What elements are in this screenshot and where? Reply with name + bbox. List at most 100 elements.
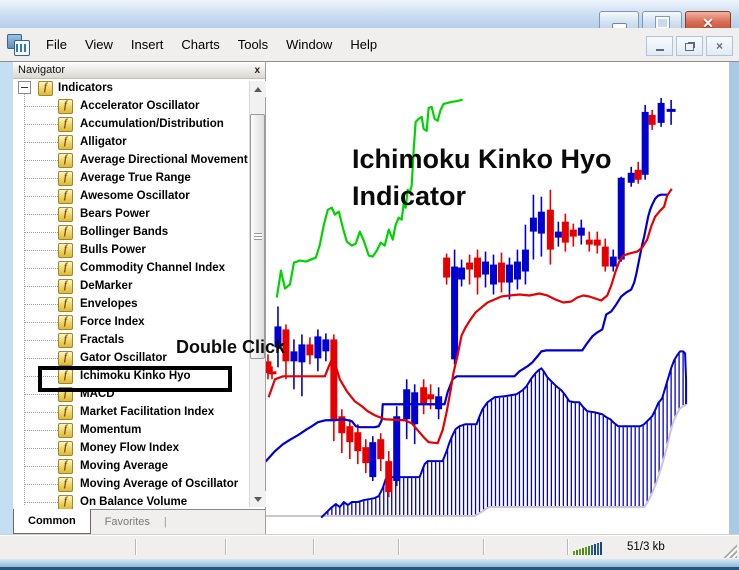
tree-branch-line	[24, 178, 58, 179]
tree-root-label[interactable]: Indicators	[58, 82, 113, 94]
tree-item-label: Envelopes	[80, 298, 138, 310]
indicator-f-icon: f	[58, 243, 73, 258]
tree-collapse-icon[interactable]	[18, 81, 31, 94]
tree-item-label: Market Facilitation Index	[80, 406, 215, 418]
tree-branch-line	[24, 142, 58, 143]
navigator-title: Navigator	[18, 64, 66, 76]
tree-item-accumulation-distribution[interactable]: f Accumulation/Distribution	[13, 115, 249, 133]
tree-item-market-facilitation-index[interactable]: f Market Facilitation Index	[13, 403, 249, 421]
tree-item-label: Fractals	[80, 334, 125, 346]
indicator-tree: f Indicators f Accelerator Oscillator f Accum…	[13, 79, 249, 510]
scrollbar-thumb[interactable]	[250, 114, 265, 359]
status-bar: 51/3 kb	[0, 534, 739, 560]
menu-item-insert[interactable]: Insert	[130, 37, 164, 52]
tab-favorites[interactable]: Favorites	[91, 510, 164, 534]
tree-branch-line	[24, 160, 58, 161]
tree-branch-line	[24, 466, 58, 467]
tab-common-label: Common	[28, 515, 76, 527]
menu-item-view[interactable]: View	[84, 37, 113, 52]
tree-item-average-true-range[interactable]: f Average True Range	[13, 169, 249, 187]
tree-branch-line	[24, 124, 58, 125]
tree-item-awesome-oscillator[interactable]: f Awesome Oscillator	[13, 187, 249, 205]
tree-branch-line	[24, 322, 58, 323]
menu-item-charts[interactable]: Charts	[181, 37, 220, 52]
mdi-window-controls: ×	[646, 36, 733, 56]
mdi-restore-icon	[685, 43, 694, 51]
tree-item-money-flow-index[interactable]: f Money Flow Index	[13, 439, 249, 457]
chart-area[interactable]	[266, 62, 729, 534]
tree-item-demarker[interactable]: f DeMarker	[13, 277, 249, 295]
indicator-f-icon: f	[58, 189, 73, 204]
tree-branch-line	[24, 430, 58, 431]
indicator-f-icon: f	[58, 225, 73, 240]
tree-branch-line	[24, 484, 58, 485]
tree-item-commodity-channel-index[interactable]: f Commodity Channel Index	[13, 259, 249, 277]
tree-item-gator-oscillator[interactable]: f Gator Oscillator	[13, 349, 249, 367]
tab-common[interactable]: Common	[13, 509, 91, 534]
tree-item-ichimoku-kinko-hyo[interactable]: f Ichimoku Kinko Hyo	[13, 367, 249, 385]
traffic-counter: 51/3 kb	[627, 541, 665, 553]
tree-branch-line	[24, 232, 58, 233]
tree-item-indicators[interactable]: f Indicators	[13, 79, 249, 97]
tree-item-envelopes[interactable]: f Envelopes	[13, 295, 249, 313]
connection-signal-icon	[573, 542, 602, 555]
titlebar[interactable]: ✕	[0, 0, 739, 34]
scroll-up-button[interactable]	[250, 81, 266, 97]
tree-item-bulls-power[interactable]: f Bulls Power	[13, 241, 249, 259]
tree-item-moving-average-of-oscillator[interactable]: f Moving Average of Oscillator	[13, 475, 249, 493]
tree-item-label: Moving Average	[80, 460, 168, 472]
window-bottom-border	[0, 559, 739, 570]
tree-item-label: On Balance Volume	[80, 496, 188, 508]
tree-item-bears-power[interactable]: f Bears Power	[13, 205, 249, 223]
mdi-restore-button[interactable]	[676, 36, 703, 56]
status-divider	[483, 539, 484, 555]
resize-grip[interactable]	[723, 544, 737, 558]
tree-item-label: Moving Average of Oscillator	[80, 478, 239, 490]
tree-item-label: Gator Oscillator	[80, 352, 167, 364]
arrow-up-icon	[254, 86, 262, 92]
tree-item-fractals[interactable]: f Fractals	[13, 331, 249, 349]
navigator-tabs: Common Favorites |	[13, 509, 265, 534]
tree-item-label: Commodity Channel Index	[80, 262, 226, 274]
tree-item-label: Average Directional Movement	[80, 154, 248, 166]
tree-branch-line	[24, 340, 58, 341]
chart-annotation-line1: Ichimoku Kinko Hyo	[352, 144, 612, 174]
tree-item-label: Awesome Oscillator	[80, 190, 190, 202]
tree-item-label: Money Flow Index	[80, 442, 180, 454]
tree-item-bollinger-bands[interactable]: f Bollinger Bands	[13, 223, 249, 241]
menu-item-file[interactable]: File	[46, 37, 67, 52]
scroll-down-button[interactable]	[250, 491, 266, 507]
tree-item-force-index[interactable]: f Force Index	[13, 313, 249, 331]
tree-item-label: Force Index	[80, 316, 145, 328]
tree-branch-line	[24, 394, 58, 395]
tree-branch-line	[24, 268, 58, 269]
mt4-logo-icon	[7, 33, 31, 56]
tree-branch-line	[24, 358, 58, 359]
status-divider	[135, 539, 136, 555]
tree-item-accelerator-oscillator[interactable]: f Accelerator Oscillator	[13, 97, 249, 115]
indicator-f-icon: f	[58, 315, 73, 330]
tree-item-average-directional-movement[interactable]: f Average Directional Movement	[13, 151, 249, 169]
mdi-minimize-button[interactable]	[646, 36, 673, 56]
close-icon: ✕	[702, 14, 714, 31]
tree-branch-line	[24, 412, 58, 413]
menu-item-tools[interactable]: Tools	[237, 37, 269, 52]
navigator-close-icon[interactable]: x	[254, 64, 260, 76]
mdi-close-button[interactable]: ×	[706, 36, 733, 56]
menu-item-help[interactable]: Help	[350, 37, 378, 52]
tab-separator: |	[163, 516, 167, 528]
tree-item-label: DeMarker	[80, 280, 133, 292]
status-divider	[313, 539, 314, 555]
navigator-scrollbar[interactable]	[249, 81, 266, 507]
tree-item-on-balance-volume[interactable]: f On Balance Volume	[13, 493, 249, 510]
tree-branch-line	[24, 448, 58, 449]
tab-favorites-label: Favorites	[104, 516, 150, 528]
main-area: Navigator x f Indicators f Accelerator Osci…	[0, 61, 739, 534]
tree-item-moving-average[interactable]: f Moving Average	[13, 457, 249, 475]
indicator-f-icon: f	[58, 459, 73, 474]
tree-item-momentum[interactable]: f Momentum	[13, 421, 249, 439]
tree-branch-line	[24, 214, 58, 215]
tree-item-alligator[interactable]: f Alligator	[13, 133, 249, 151]
menu-item-window[interactable]: Window	[286, 37, 333, 52]
